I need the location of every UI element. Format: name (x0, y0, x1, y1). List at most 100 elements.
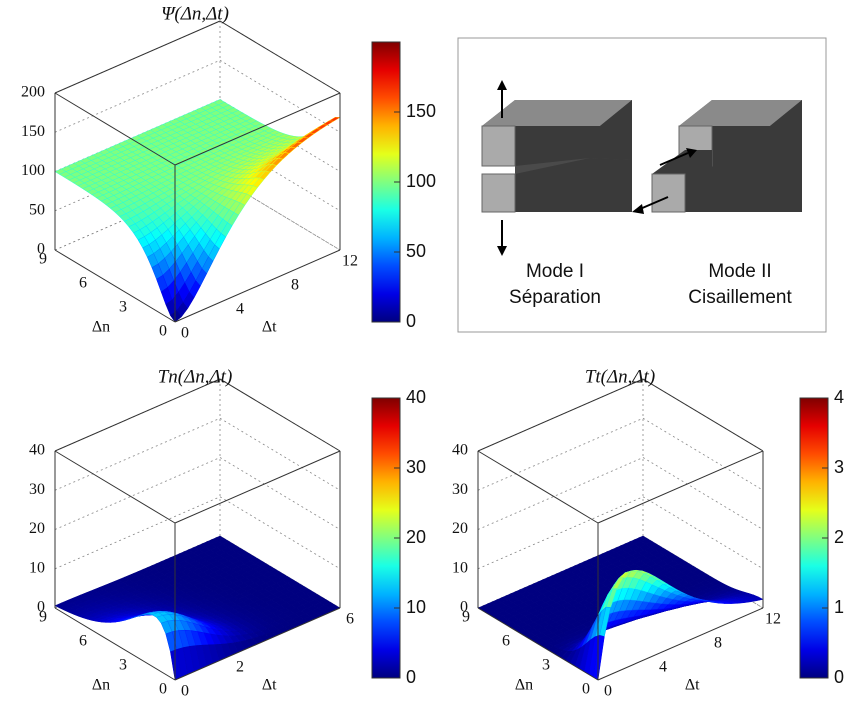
grid-line (219, 457, 341, 530)
mode-name: Mode II (708, 261, 771, 282)
z-tick-label: 200 (21, 84, 45, 101)
z-tick-label: 50 (29, 201, 45, 218)
dt-tick-label: 4 (236, 301, 244, 318)
block-side (712, 100, 802, 212)
dt-tick-label: 6 (346, 611, 354, 628)
surface-patch (309, 128, 322, 134)
arrow-head (497, 80, 507, 90)
colorbar-tick-label: 10 (834, 597, 844, 617)
block-side (515, 100, 632, 166)
colorbar-tick-label: 30 (406, 457, 426, 477)
grid-line (642, 496, 764, 570)
arrow (659, 152, 689, 166)
plot-title: Ψ(Δn,Δt) (161, 3, 229, 24)
cube-edge (54, 20, 221, 94)
grid-line (477, 496, 644, 570)
z-tick-label: 10 (29, 559, 45, 576)
z-tick-label: 30 (29, 481, 45, 498)
grid-line (219, 59, 341, 133)
dt-axis-label: Δt (262, 676, 277, 693)
colorbar-tick-label: 100 (406, 171, 436, 191)
cube-edge (54, 92, 176, 166)
dt-axis-label: Δt (262, 318, 277, 335)
grid-line (54, 496, 221, 570)
block-end (651, 173, 686, 213)
cube-edge (174, 92, 341, 166)
mode-name: Mode I (526, 261, 584, 282)
z-tick-label: 0 (37, 241, 45, 258)
dt-tick-label: 8 (291, 277, 299, 294)
colorbar-tick-label: 40 (834, 387, 844, 407)
colorbar-tick-label: 20 (406, 527, 426, 547)
dn-axis-label: Δn (92, 318, 110, 335)
plot-title: Tt(Δn,Δt) (585, 366, 655, 387)
dn-tick-label: 9 (462, 609, 470, 626)
colorbar-tick-label: 30 (834, 457, 844, 477)
cube-edge (174, 450, 341, 524)
colorbar-tick-label: 40 (406, 387, 426, 407)
surface-patch (170, 310, 182, 323)
block-face (679, 100, 802, 126)
dt-tick-label: 12 (765, 611, 781, 628)
grid-line (477, 417, 644, 491)
dn-tick-label: 3 (119, 299, 127, 316)
arrow (639, 196, 669, 210)
grid-line (54, 417, 221, 491)
block-end (481, 173, 516, 213)
dt-axis-label: Δt (685, 676, 700, 693)
grid-line (54, 59, 221, 133)
dn-tick-label: 0 (159, 681, 167, 698)
cube-edge (477, 607, 599, 681)
plot-title: Tn(Δn,Δt) (158, 366, 233, 387)
z-tick-label: 20 (29, 520, 45, 537)
colorbar-tick-label: 0 (406, 311, 416, 331)
block-end (481, 125, 516, 167)
mode-label: Cisaillement (688, 287, 792, 308)
dn-tick-label: 9 (39, 609, 47, 626)
arrow-head (497, 246, 507, 256)
dn-tick-label: 3 (119, 657, 127, 674)
cube-edge (54, 378, 221, 452)
z-tick-label: 0 (460, 599, 468, 616)
z-tick-label: 40 (452, 442, 468, 459)
grid-line (219, 496, 341, 570)
dt-tick-label: 0 (181, 683, 189, 700)
dn-tick-label: 6 (502, 633, 510, 650)
dn-tick-label: 6 (79, 633, 87, 650)
colorbar-tick-label: 150 (406, 101, 436, 121)
colorbar-tick-label: 20 (834, 527, 844, 547)
dt-tick-label: 8 (714, 635, 722, 652)
mode-label: Séparation (509, 287, 601, 308)
cube-edge (219, 20, 341, 94)
grid-line (477, 457, 644, 530)
cube-edge (597, 607, 764, 681)
cube-edge (54, 249, 176, 323)
dt-tick-label: 4 (659, 659, 667, 676)
cube-edge (54, 607, 176, 681)
surface-patch (328, 116, 341, 122)
arrow-head (632, 204, 644, 214)
z-tick-label: 10 (452, 559, 468, 576)
mode-diagram: Mode I Séparation Mode II Cisaillement (457, 37, 827, 333)
z-tick-label: 20 (452, 520, 468, 537)
colorbar-tick-label: 0 (406, 667, 416, 687)
z-tick-label: 0 (37, 599, 45, 616)
grid-line (219, 177, 341, 251)
cube-edge (54, 450, 176, 524)
surface-patch (315, 124, 329, 130)
grid-line (54, 457, 221, 530)
grid-line (219, 417, 341, 491)
colorbar-tick-label: 50 (406, 241, 426, 261)
z-tick-label: 30 (452, 481, 468, 498)
arrow-head (686, 148, 697, 158)
dn-axis-label: Δn (92, 676, 110, 693)
grid-line (642, 417, 764, 491)
colorbar-tick-label: 10 (406, 597, 426, 617)
z-tick-label: 150 (21, 123, 45, 140)
cube-edge (219, 378, 341, 452)
cube-edge (642, 378, 764, 452)
